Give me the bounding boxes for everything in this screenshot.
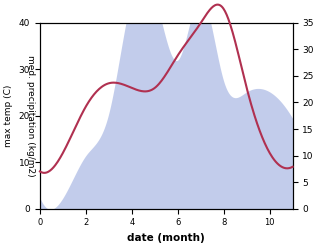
Y-axis label: med. precipitation (kg/m2): med. precipitation (kg/m2) <box>26 55 35 177</box>
X-axis label: date (month): date (month) <box>128 233 205 243</box>
Y-axis label: max temp (C): max temp (C) <box>4 84 13 147</box>
